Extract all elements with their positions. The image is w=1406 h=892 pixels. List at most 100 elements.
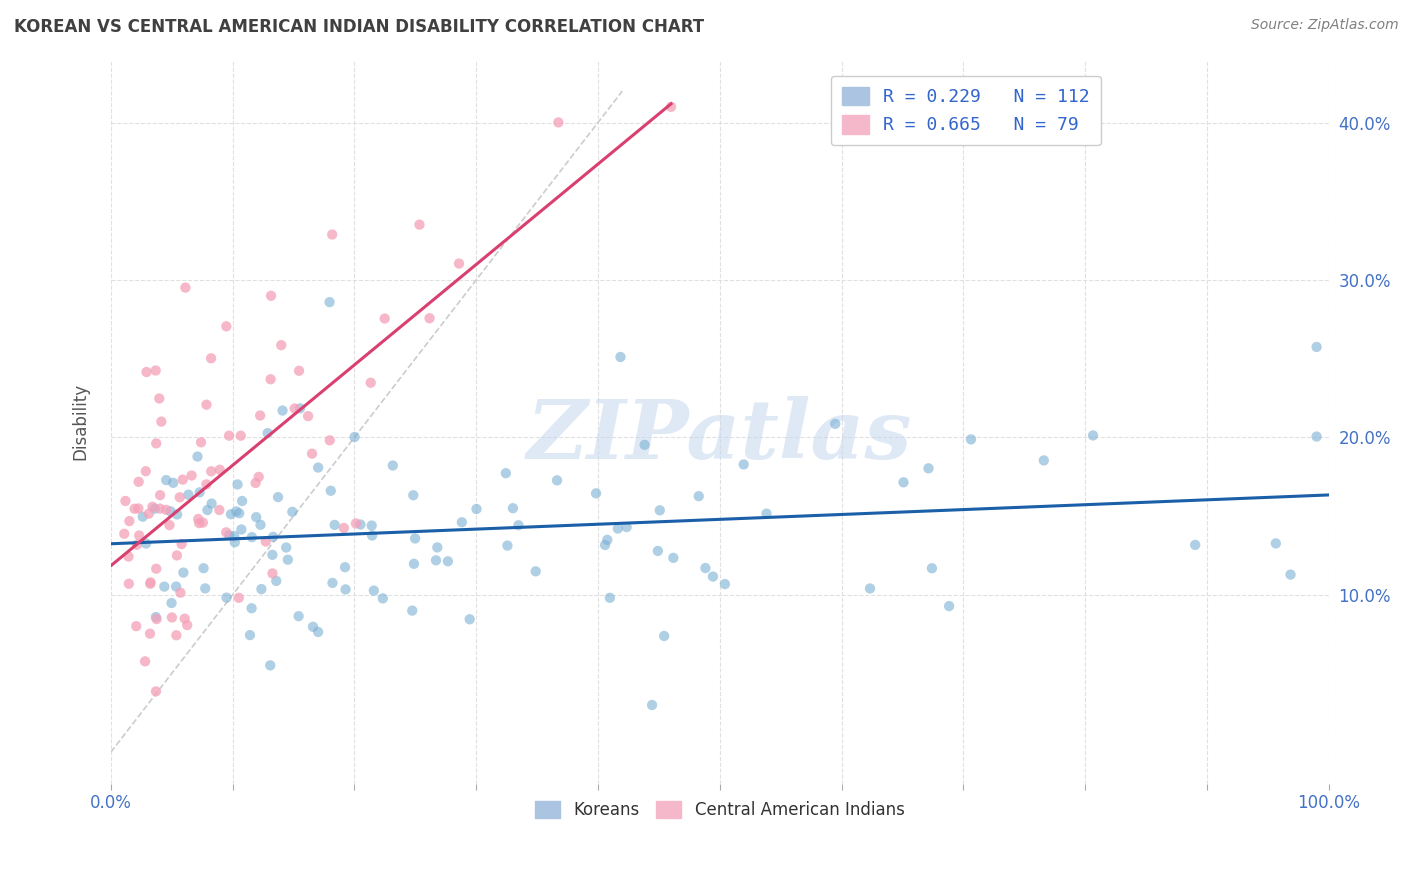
Point [125, 538, 148, 552]
Point [176, 618, 198, 632]
Point [755, 507, 778, 521]
Point [465, 502, 488, 516]
Point [139, 575, 162, 590]
Point [219, 507, 242, 521]
Point [1032, 453, 1054, 467]
Point [128, 528, 150, 542]
Point [226, 477, 249, 491]
Point [401, 604, 423, 618]
Point [374, 311, 396, 326]
Point [917, 461, 939, 475]
Point [225, 504, 247, 518]
Point [127, 501, 149, 516]
Point [319, 434, 342, 448]
Point [240, 530, 263, 544]
Point [418, 311, 440, 326]
Point [245, 475, 267, 490]
Point [150, 415, 173, 429]
Point [256, 426, 278, 441]
Point [118, 514, 141, 528]
Point [302, 620, 325, 634]
Point [153, 580, 176, 594]
Point [659, 100, 682, 114]
Point [231, 494, 253, 508]
Point [159, 518, 181, 533]
Point [148, 392, 170, 406]
Point [160, 596, 183, 610]
Point [259, 372, 281, 386]
Point [224, 529, 246, 543]
Point [333, 521, 356, 535]
Point [249, 517, 271, 532]
Point [200, 497, 222, 511]
Point [208, 463, 231, 477]
Point [437, 554, 460, 568]
Point [321, 227, 343, 242]
Point [297, 409, 319, 424]
Legend: Koreans, Central American Indians: Koreans, Central American Indians [529, 795, 911, 826]
Point [165, 628, 187, 642]
Point [135, 365, 157, 379]
Y-axis label: Disability: Disability [72, 383, 89, 460]
Point [335, 582, 357, 597]
Point [1305, 340, 1327, 354]
Point [402, 488, 425, 502]
Point [145, 363, 167, 377]
Point [893, 475, 915, 490]
Point [262, 530, 284, 544]
Point [271, 403, 294, 417]
Point [547, 115, 569, 129]
Point [191, 516, 214, 530]
Point [128, 475, 150, 489]
Point [177, 488, 200, 502]
Point [160, 610, 183, 624]
Point [197, 503, 219, 517]
Point [169, 585, 191, 599]
Point [1081, 428, 1104, 442]
Point [319, 483, 342, 498]
Point [215, 591, 238, 605]
Point [270, 338, 292, 352]
Point [502, 501, 524, 516]
Point [159, 504, 181, 518]
Point [166, 508, 188, 522]
Point [609, 350, 631, 364]
Point [145, 562, 167, 576]
Point [301, 447, 323, 461]
Point [229, 428, 252, 442]
Point [172, 473, 194, 487]
Point [135, 464, 157, 478]
Point [1305, 429, 1327, 443]
Point [188, 485, 211, 500]
Point [260, 289, 283, 303]
Point [404, 532, 426, 546]
Point [145, 436, 167, 450]
Point [695, 561, 717, 575]
Point [349, 517, 371, 532]
Point [145, 684, 167, 698]
Point [496, 539, 519, 553]
Point [360, 376, 382, 390]
Point [224, 535, 246, 549]
Point [228, 506, 250, 520]
Point [132, 509, 155, 524]
Point [194, 582, 217, 596]
Point [169, 491, 191, 505]
Point [277, 552, 299, 566]
Point [688, 489, 710, 503]
Point [447, 256, 470, 270]
Point [254, 534, 277, 549]
Point [495, 466, 517, 480]
Point [165, 580, 187, 594]
Point [188, 516, 211, 530]
Point [321, 575, 343, 590]
Point [180, 468, 202, 483]
Point [149, 501, 172, 516]
Point [138, 507, 160, 521]
Point [193, 561, 215, 575]
Point [333, 560, 356, 574]
Point [546, 474, 568, 488]
Point [215, 525, 238, 540]
Point [408, 218, 430, 232]
Point [960, 433, 983, 447]
